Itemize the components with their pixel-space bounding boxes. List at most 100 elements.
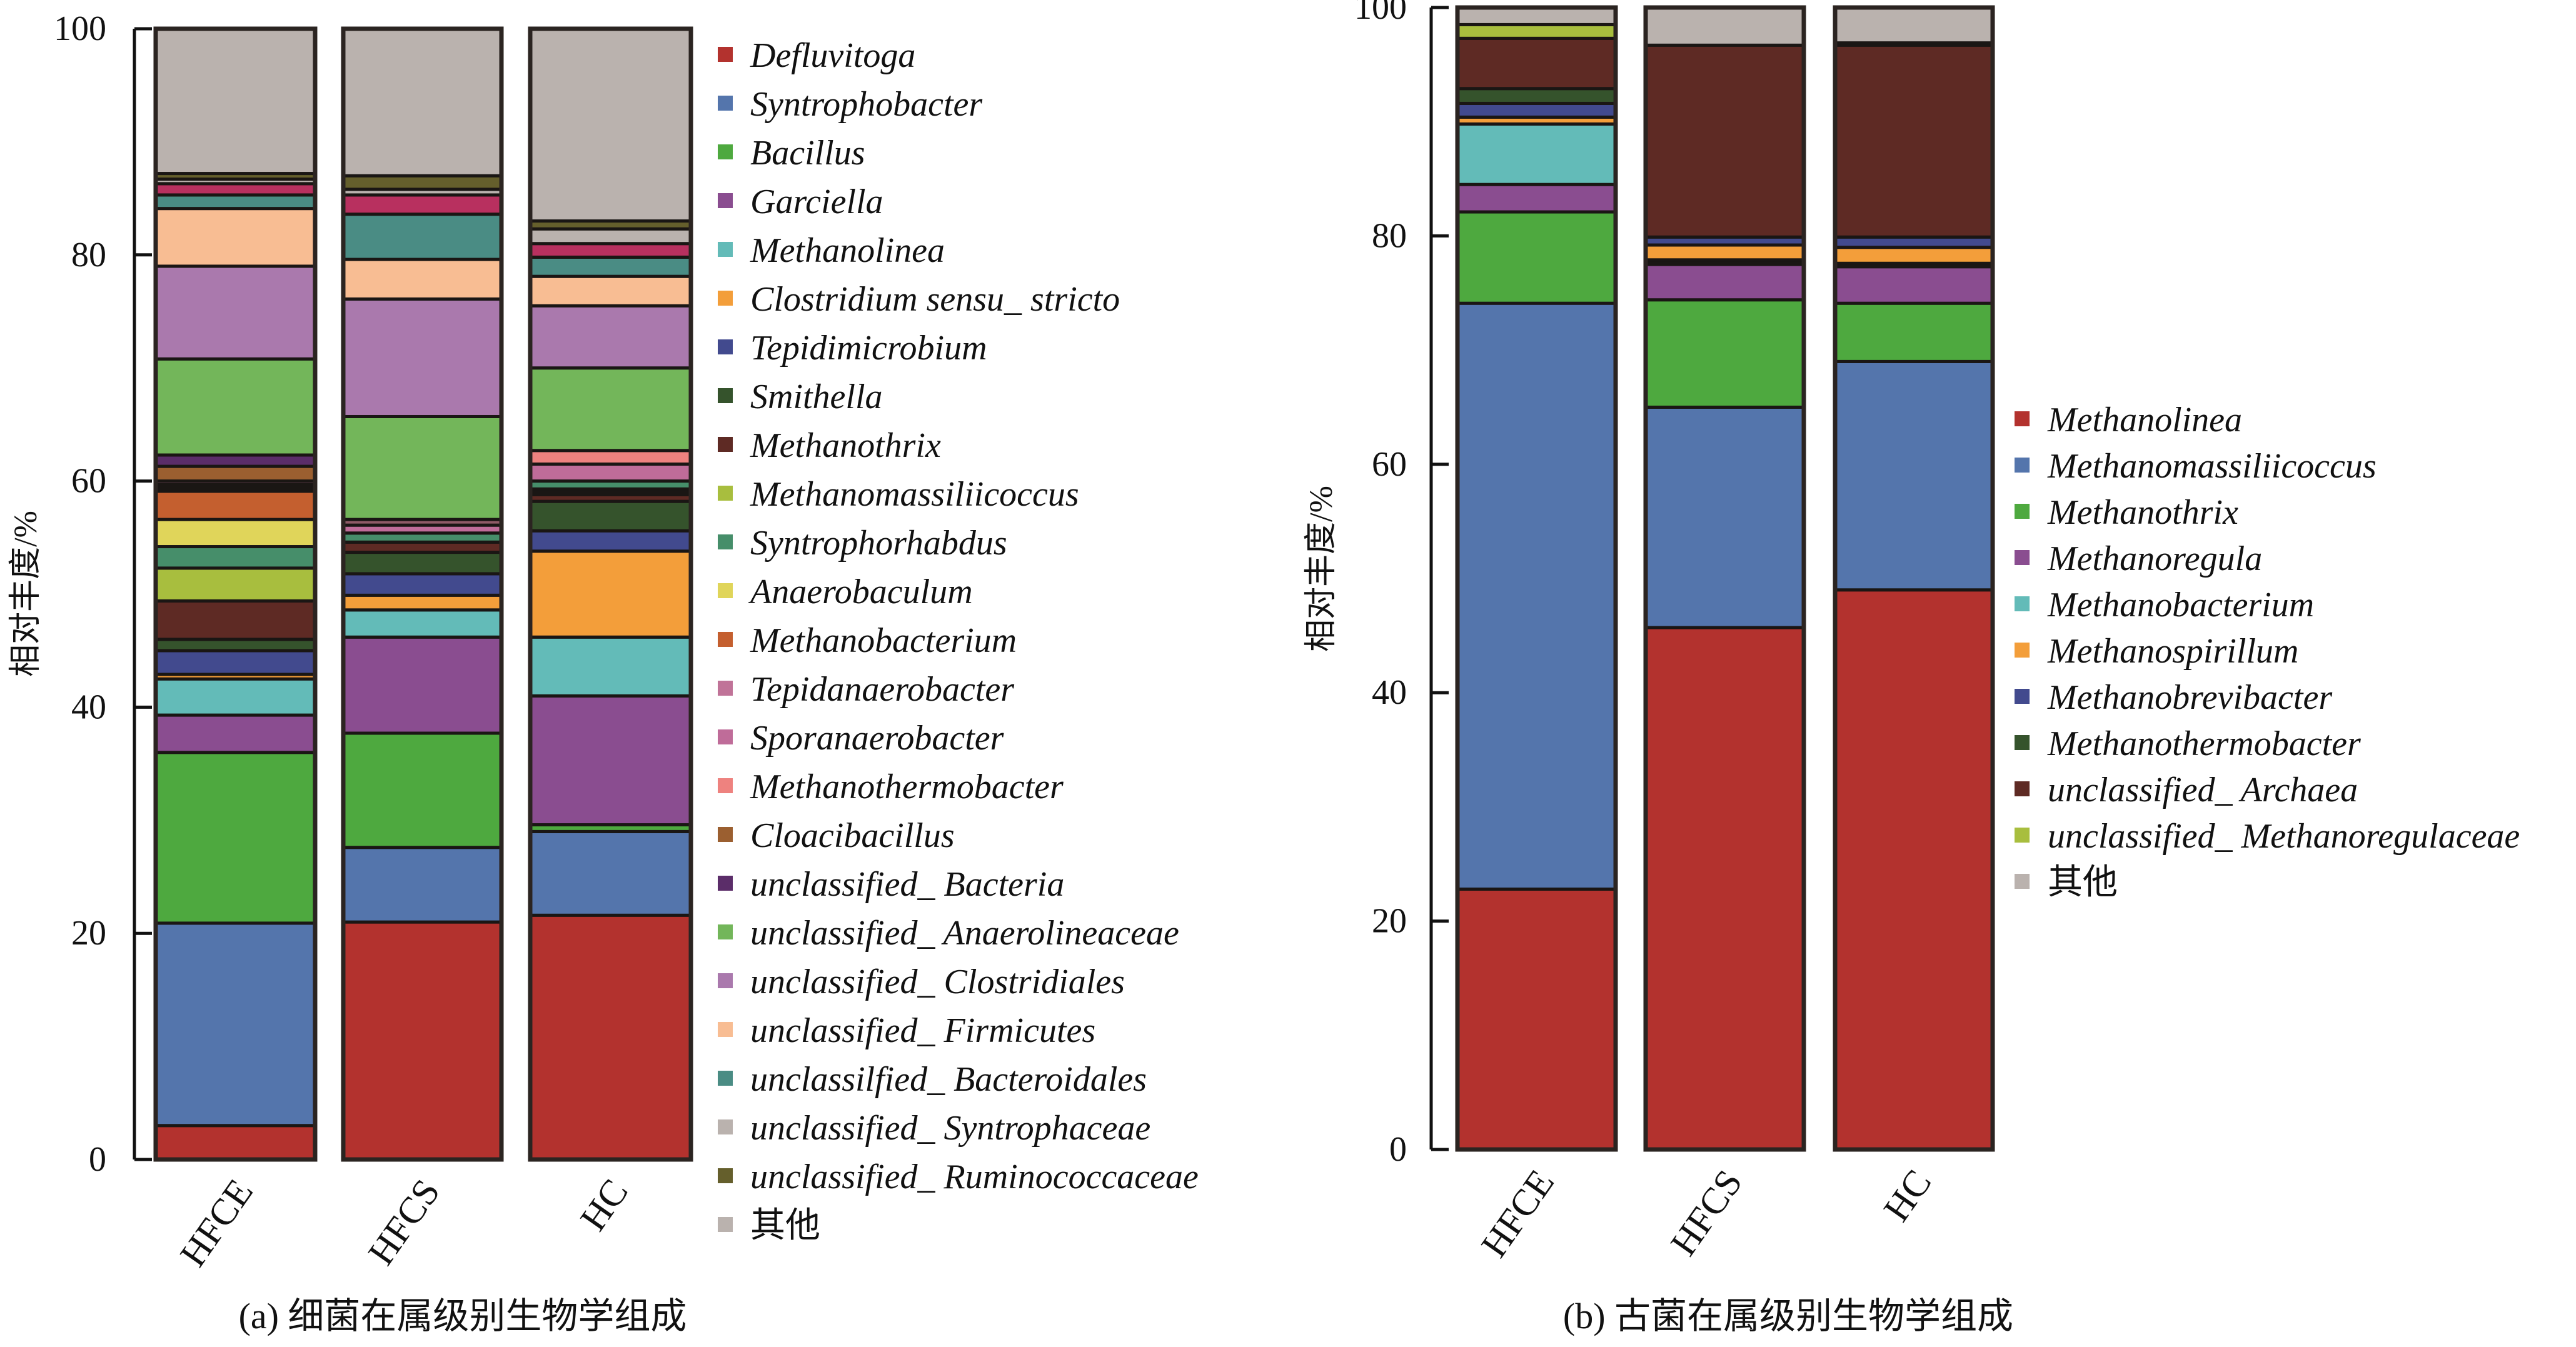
legend-swatch (718, 96, 733, 111)
legend-item: Methanothrix (718, 426, 941, 465)
bar-segment-cloacibacillus (154, 464, 317, 483)
legend-item: Methanobacterium (2015, 586, 2314, 624)
legend-item: Methanolinea (718, 231, 945, 270)
legend-label: unclassilfied_ Bacteroidales (750, 1060, 1147, 1099)
legend-item: Bacillus (718, 134, 865, 173)
bar-hc (1833, 5, 1995, 1152)
legend-label: Methanobrevibacter (2047, 678, 2332, 717)
legend-swatch (718, 242, 733, 257)
legend-swatch (718, 681, 733, 696)
bar-segment-unclassilfied-bacteroidales (528, 255, 693, 278)
legend-label: unclassified_ Ruminococcaceae (750, 1158, 1199, 1196)
bar-segment-其他 (1833, 6, 1995, 45)
bar-segment-unclassified-firmicutes (528, 274, 693, 308)
legend-swatch (718, 388, 733, 403)
bar-segment-其他 (1456, 6, 1618, 26)
legend-label: unclassified_ Methanoregulaceae (2048, 817, 2520, 856)
bar-segment-methanothrix (1833, 301, 1995, 363)
y-tick-label: 80 (71, 236, 106, 274)
y-axis: 0 20 40 60 80 100 (54, 9, 152, 1179)
legend-item: unclassilfied_ Bacteroidales (718, 1060, 1147, 1099)
legend-label: Defluvitoga (750, 36, 915, 75)
bar-segment-syntrophobacter (528, 829, 693, 917)
bar-segment-methanothermobacter (1456, 87, 1618, 105)
legend-item: Methanomassiliicoccus (718, 475, 1079, 514)
y-axis-label: 相对丰度/% (8, 511, 44, 677)
bar-segment-clostridium-sensu-stricto (341, 593, 503, 612)
legend-item: 其他 (2015, 863, 2118, 902)
legend-item: Methanoregula (2015, 539, 2262, 578)
bar-outline (341, 26, 504, 1162)
bar-segment-unclassified-archaea (1644, 43, 1806, 239)
legend-label: Methanobacterium (750, 621, 1017, 660)
bar-outline (1455, 5, 1618, 1152)
bar-segment-methanoregula (1456, 183, 1618, 214)
bar-segment-bacillus (341, 731, 503, 849)
legend-item: unclassified_ Ruminococcaceae (718, 1158, 1199, 1196)
bar-segment-methanobacterium (1456, 122, 1618, 186)
bar-segment-methanoregula (1644, 263, 1806, 302)
legend-item: Clostridium sensu_ stricto (718, 280, 1120, 319)
bar-segment-unclassified-ruminococcaceae (341, 174, 503, 191)
legend-label: Tepidimicrobium (750, 329, 987, 368)
legend-label: Methanobacterium (2047, 586, 2314, 624)
legend-item: Sporanaerobacter (718, 719, 1004, 758)
panel-caption: (a) 细菌在属级别生物学组成 (239, 1296, 687, 1336)
bar-segment-methanomassiliicoccus (1644, 405, 1806, 629)
x-tick-label: HFCE (1473, 1163, 1562, 1264)
bar-segment-defluvitoga (528, 913, 693, 1161)
y-tick-label: 80 (1372, 216, 1407, 255)
legend-item: Defluvitoga (718, 36, 915, 75)
legend-swatch (718, 876, 733, 891)
bar-segment-smithella (528, 499, 693, 533)
legend-item: unclassified_ Methanoregulaceae (2015, 817, 2520, 856)
bar-segment-garciella (154, 713, 317, 754)
legend-label: Garciella (750, 183, 883, 221)
legend-item: Tepidanaerobacter (718, 670, 1014, 709)
legend-item: Methanothermobacter (718, 768, 1064, 806)
legend-label: Methanolinea (2047, 401, 2242, 439)
bar-segment-methanothrix (154, 599, 317, 641)
bar-segment-unclassified-firmicutes (154, 207, 317, 268)
legend-label: Syntrophorhabdus (750, 524, 1007, 563)
legend-label: Methanothrix (750, 426, 941, 465)
panel-caption: (b) 古菌在属级别生物学组成 (1563, 1296, 2013, 1336)
bar-segment-smithella (341, 551, 503, 576)
legend-swatch (718, 973, 733, 988)
legend-item: Syntrophorhabdus (718, 524, 1007, 563)
bar-segment-syntrophobacter (341, 846, 503, 924)
legend-swatch (718, 1119, 733, 1134)
bar-segment-其他 (528, 27, 693, 223)
legend-label: Bacillus (750, 134, 865, 173)
legend-label: Methanomassiliicoccus (750, 475, 1079, 514)
legend-label: Clostridium sensu_ stricto (750, 280, 1120, 319)
bar-segment-unclassified-syntrophaceae (528, 227, 693, 246)
legend-label: Tepidanaerobacter (750, 670, 1014, 709)
legend-swatch (718, 1168, 733, 1183)
legend-label: Methanothermobacter (750, 768, 1064, 806)
y-tick-label: 40 (1372, 673, 1407, 712)
y-tick-label: 100 (54, 9, 106, 48)
bar-segment-methanomassiliicoccus (1456, 301, 1618, 891)
bar-segment-methanothermobacter (528, 449, 693, 466)
bar-segment-unclassified-clostridiales (341, 297, 503, 418)
legend-item: 其他 (718, 1206, 820, 1245)
bar-segment-methanothrix (1456, 210, 1618, 305)
legend-label: Methanothrix (2047, 493, 2238, 532)
bar-segment-其他 (154, 27, 317, 176)
bar-hfce (1455, 5, 1618, 1152)
bar-hfce (153, 26, 318, 1162)
legend-item: unclassified_ Syntrophaceae (718, 1109, 1150, 1148)
legend-swatch (718, 1071, 733, 1086)
bar-segment-methanomassiliicoccus (154, 566, 317, 603)
bar-outline (1833, 5, 1995, 1152)
bar-segment-unclassified-methanoregulaceae (1456, 23, 1618, 40)
legend-item: Methanothrix (2015, 493, 2238, 532)
bar-hc (528, 26, 693, 1162)
bar-segment-methanobrevibacter (1456, 101, 1618, 119)
bar-segment-tepidimicrobium (154, 649, 317, 676)
legend-swatch (718, 486, 733, 501)
legend-label: Methanomassiliicoccus (2047, 447, 2377, 486)
legend-label: unclassified_ Firmicutes (750, 1011, 1095, 1050)
legend-swatch (2015, 735, 2030, 750)
